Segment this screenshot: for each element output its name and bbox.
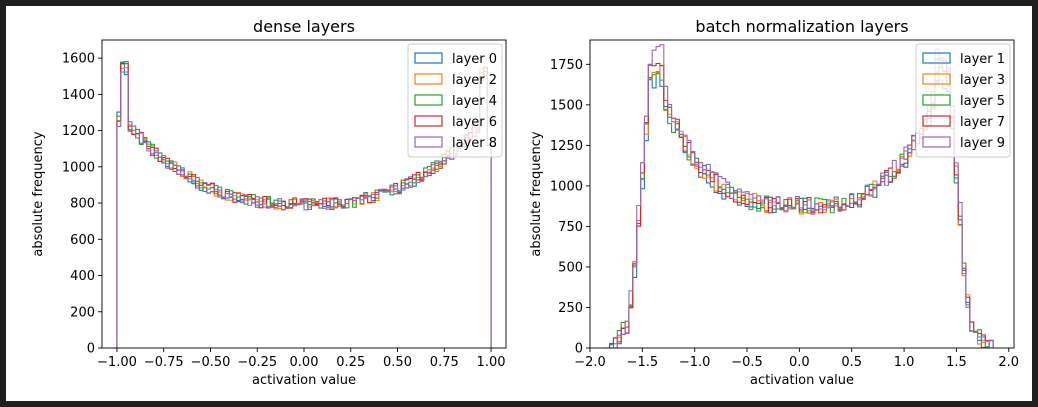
x-tick-label: −0.25 <box>237 355 277 370</box>
chart-panel-2: −2.0 −1.5 −1.0 −0.5 0.0 0.5 1.0 1.5 2.0 0 250 500 75… <box>529 17 1019 388</box>
legend-label: layer 0 <box>452 52 497 67</box>
legend-swatch <box>414 115 443 127</box>
x-tick-label: 1.0 <box>894 355 915 370</box>
legend: layer 1 layer 3 layer 5 layer 7 layer 9 <box>915 43 1011 158</box>
y-tick-label: 200 <box>70 305 95 320</box>
y-tick-label: 1250 <box>550 139 583 154</box>
legend-swatch <box>414 73 443 85</box>
x-tick-label: −0.75 <box>144 355 184 370</box>
legend-swatch <box>414 94 443 106</box>
legend-swatch <box>922 52 951 64</box>
legend-swatch <box>922 94 951 106</box>
legend-label: layer 6 <box>452 115 497 130</box>
y-tick-label: 600 <box>70 233 95 248</box>
y-tick-label: 250 <box>558 301 583 316</box>
x-tick-label: 0.50 <box>383 355 412 370</box>
y-axis-label: absolute frequency <box>529 131 544 257</box>
chart-title: batch normalization layers <box>695 17 908 36</box>
x-tick-label: 0.0 <box>789 355 810 370</box>
axes-frame <box>589 39 1015 349</box>
x-tick-label: 0.00 <box>290 355 319 370</box>
y-tick-label: 1750 <box>550 58 583 73</box>
y-tick-label: 800 <box>70 197 95 212</box>
figure: −1.00 −0.75 −0.50 −0.25 0.00 0.25 0.50 0.75 1.00… <box>6 6 1032 401</box>
legend-label: layer 3 <box>960 73 1005 88</box>
x-tick-label: 2.0 <box>998 355 1019 370</box>
legend-swatch <box>922 115 951 127</box>
legend-box <box>407 43 503 158</box>
legend-label: layer 8 <box>452 136 497 151</box>
x-tick-label: 0.25 <box>336 355 365 370</box>
legend-label: layer 9 <box>960 136 1005 151</box>
y-axis-label: absolute frequency <box>31 131 46 257</box>
x-tick-label: 0.5 <box>841 355 862 370</box>
y-tick-label: 1400 <box>62 88 95 103</box>
legend-swatch <box>922 73 951 85</box>
chart-panel-1: −1.00 −0.75 −0.50 −0.25 0.00 0.25 0.50 0.75 1.00… <box>31 17 507 388</box>
y-tick-label: 0 <box>575 342 583 357</box>
legend: layer 0 layer 2 layer 4 layer 6 layer 8 <box>407 43 503 158</box>
y-tick-label: 500 <box>558 260 583 275</box>
y-tick-label: 400 <box>70 269 95 284</box>
legend-label: layer 1 <box>960 52 1005 67</box>
x-axis-label: activation value <box>252 373 356 388</box>
x-tick-label: −2.0 <box>574 355 606 370</box>
legend-box <box>915 43 1011 158</box>
chart-title: dense layers <box>253 17 355 36</box>
legend-label: layer 5 <box>960 94 1005 109</box>
legend-swatch <box>922 136 951 148</box>
x-tick-label: −0.50 <box>191 355 231 370</box>
x-tick-label: 0.75 <box>430 355 459 370</box>
legend-label: layer 7 <box>960 115 1005 130</box>
legend-swatch <box>414 52 443 64</box>
x-tick-label: −1.00 <box>97 355 137 370</box>
x-tick-label: 1.00 <box>477 355 506 370</box>
x-tick-label: −1.5 <box>627 355 659 370</box>
x-tick-label: −1.0 <box>679 355 711 370</box>
legend-swatch <box>414 136 443 148</box>
y-tick-label: 1200 <box>62 124 95 139</box>
y-tick-label: 1000 <box>550 179 583 194</box>
x-tick-label: −0.5 <box>731 355 763 370</box>
y-tick-label: 1000 <box>62 160 95 175</box>
x-axis-label: activation value <box>750 373 854 388</box>
x-tick-label: 1.5 <box>946 355 967 370</box>
y-tick-label: 750 <box>558 220 583 235</box>
legend-label: layer 2 <box>452 73 497 88</box>
legend-label: layer 4 <box>452 94 497 109</box>
histogram-series-layer-8 <box>116 71 492 348</box>
y-tick-label: 0 <box>87 342 95 357</box>
y-tick-label: 1600 <box>62 52 95 67</box>
y-tick-label: 1500 <box>550 98 583 113</box>
chart-canvas: −1.00 −0.75 −0.50 −0.25 0.00 0.25 0.50 0.75 1.00… <box>31 17 1019 388</box>
